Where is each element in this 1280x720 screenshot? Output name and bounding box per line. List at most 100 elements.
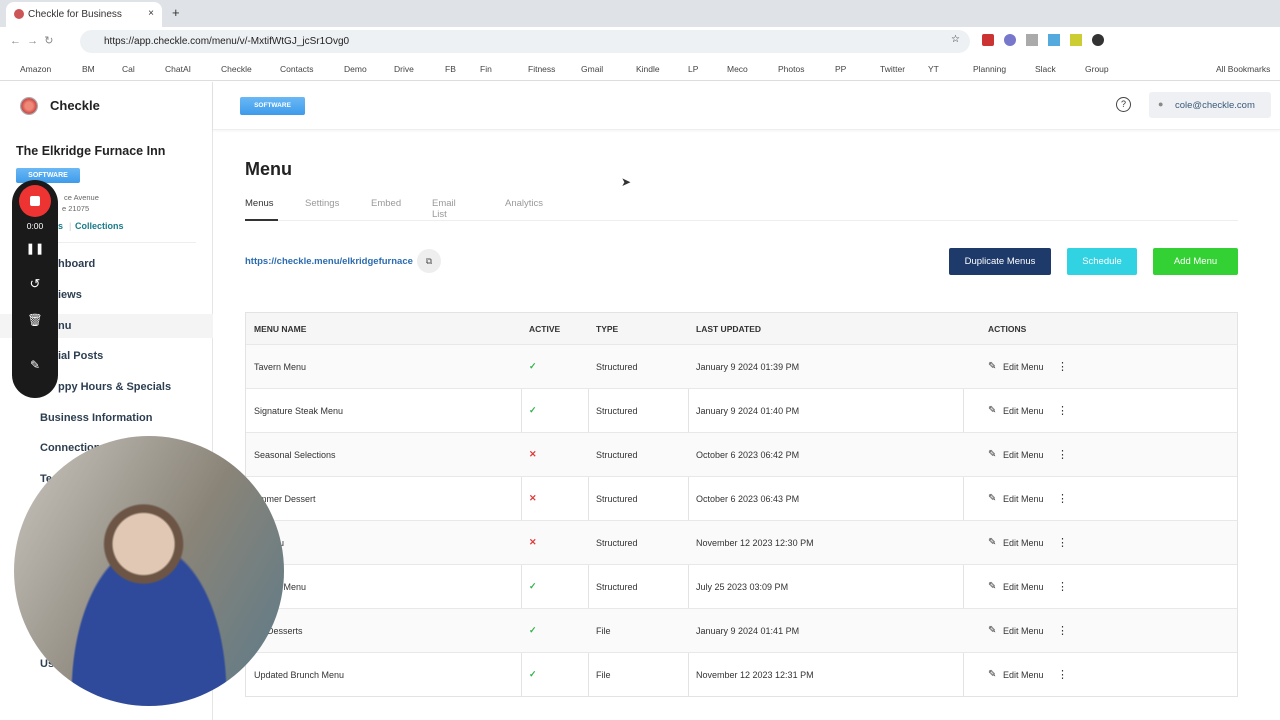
url-bar[interactable]: https://app.checkle.com/menu/v/-MxtifWtG… xyxy=(80,30,970,53)
stop-button[interactable] xyxy=(19,185,51,217)
address: ce Avenue xyxy=(64,193,99,202)
tab-bar: Checkle for Business × + xyxy=(0,0,1280,27)
edit-menu[interactable]: Edit Menu ✎ xyxy=(988,669,1044,680)
bookmark[interactable]: ChatAI xyxy=(165,64,191,74)
nav-buttons[interactable]: ← → ↻ xyxy=(10,35,54,47)
column-header: MENU NAME xyxy=(254,323,307,334)
active-status: ✓ xyxy=(529,405,537,415)
nav-item[interactable]: ppy Hours & Specials xyxy=(58,381,172,393)
bookmarks-bar: Amazon BM Cal ChatAI Checkle Contacts Demo Driv… xyxy=(0,56,1280,81)
row-options[interactable]: ⋮ xyxy=(1057,537,1068,549)
table-row: ter Desserts ✓ File January 9 2024 01:41 PM… xyxy=(246,608,1237,652)
menu-type: Structured xyxy=(596,449,638,460)
nav-item[interactable]: nu xyxy=(58,320,72,332)
draw[interactable]: ✎ xyxy=(29,358,41,372)
bookmark[interactable]: Slack xyxy=(1035,64,1056,74)
star[interactable]: ☆ xyxy=(951,34,960,45)
edit-menu[interactable]: Edit Menu ✎ xyxy=(988,581,1044,592)
bookmark[interactable]: Amazon xyxy=(20,64,52,74)
bookmark[interactable]: Checkle xyxy=(221,64,252,74)
add-menu-button[interactable]: Add Menu xyxy=(1153,248,1238,275)
new-tab[interactable]: + xyxy=(172,5,180,20)
bookmark[interactable]: Cal xyxy=(122,64,135,74)
nav-item[interactable]: iews xyxy=(58,289,82,301)
column-header: LAST UPDATED xyxy=(696,323,762,334)
row-options[interactable]: ⋮ xyxy=(1057,581,1068,593)
row-options[interactable]: ⋮ xyxy=(1057,449,1068,461)
active-status: ✓ xyxy=(529,669,537,679)
bookmark[interactable]: Fitness xyxy=(528,64,556,74)
row-options[interactable]: ⋮ xyxy=(1057,669,1068,681)
bookmark[interactable]: Kindle xyxy=(636,64,660,74)
column-header: ACTIVE xyxy=(529,323,561,334)
bookmark[interactable]: Gmail xyxy=(581,64,604,74)
row-options[interactable]: ⋮ xyxy=(1057,625,1068,637)
business-name: The Elkridge Furnace Inn xyxy=(16,144,166,158)
nav-item[interactable]: hboard xyxy=(58,258,96,270)
page-title: Menu xyxy=(245,159,292,179)
bookmark[interactable]: All Bookmarks xyxy=(1216,64,1271,74)
delete[interactable]: 🗑 xyxy=(27,313,43,327)
link[interactable]: Collections xyxy=(75,221,124,231)
duplicate-button[interactable]: Duplicate Menus xyxy=(949,248,1051,275)
edit-menu[interactable]: Edit Menu ✎ xyxy=(988,625,1044,636)
tab[interactable]: Settings xyxy=(305,198,340,209)
table-row: ummer Dessert ✕ Structured October 6 2023 0… xyxy=(246,476,1237,520)
brand: Checkle xyxy=(50,98,100,113)
bookmark[interactable]: LP xyxy=(688,64,699,74)
nav-item[interactable]: ial Posts xyxy=(58,350,104,362)
column-header: TYPE xyxy=(596,323,619,334)
table-row: Seasonal Selections ✕ Structured October 6 … xyxy=(246,432,1237,476)
bookmark[interactable]: YT xyxy=(928,64,939,74)
row-options[interactable]: ⋮ xyxy=(1057,405,1068,417)
menu-type: Structured xyxy=(596,493,638,504)
active-status: ✕ xyxy=(529,493,537,503)
address: e 21075 xyxy=(62,204,90,213)
edit-menu[interactable]: Edit Menu ✎ xyxy=(988,537,1044,548)
tab[interactable]: Embed xyxy=(371,198,402,209)
browser-tab[interactable]: Checkle for Business × xyxy=(6,2,162,27)
copy-button[interactable]: ⧉ xyxy=(417,249,441,273)
column-header: ACTIONS xyxy=(988,323,1027,334)
help-icon[interactable]: ? xyxy=(1116,97,1131,112)
bookmark[interactable]: Group xyxy=(1085,64,1109,74)
bookmark[interactable]: Planning xyxy=(973,64,1007,74)
edit-menu[interactable]: Edit Menu ✎ xyxy=(988,361,1044,372)
bookmark[interactable]: Twitter xyxy=(880,64,906,74)
bookmark[interactable]: FB xyxy=(445,64,456,74)
bookmark[interactable]: Drive xyxy=(394,64,414,74)
tab[interactable]: Email List xyxy=(432,198,456,220)
bookmark[interactable]: Contacts xyxy=(280,64,314,74)
extensions xyxy=(982,34,1252,48)
bookmark[interactable]: Photos xyxy=(778,64,805,74)
pause[interactable]: ❚❚ xyxy=(25,243,45,255)
close-tab[interactable]: × xyxy=(148,8,154,19)
restart[interactable]: ↺ xyxy=(29,276,41,291)
bookmark[interactable]: BM xyxy=(82,64,95,74)
cursor: ➤ xyxy=(621,175,632,189)
bookmark[interactable]: Fin xyxy=(480,64,492,74)
user-email: cole@checkle.com xyxy=(1175,100,1255,111)
favicon xyxy=(14,9,24,19)
bookmark[interactable]: Demo xyxy=(344,64,367,74)
bookmark[interactable]: PP xyxy=(835,64,847,74)
nav-item[interactable]: Business Information xyxy=(40,412,153,424)
user-menu[interactable]: cole@checkle.com ● xyxy=(1149,92,1271,118)
link[interactable]: s xyxy=(58,221,64,231)
public-link[interactable]: https://checkle.menu/elkridgefurnace xyxy=(245,256,413,267)
schedule-button[interactable]: Schedule xyxy=(1067,248,1137,275)
edit-menu[interactable]: Edit Menu ✎ xyxy=(988,493,1044,504)
bookmark[interactable]: Meco xyxy=(727,64,748,74)
menu-type: Structured xyxy=(596,581,638,592)
tab[interactable]: Menus xyxy=(245,198,274,209)
last-updated: October 6 2023 06:42 PM xyxy=(696,449,800,460)
header-badge[interactable]: SOFTWARE xyxy=(240,97,305,115)
edit-menu[interactable]: Edit Menu ✎ xyxy=(988,449,1044,460)
edit-menu[interactable]: Edit Menu ✎ xyxy=(988,405,1044,416)
row-options[interactable]: ⋮ xyxy=(1057,361,1068,373)
row-options[interactable]: ⋮ xyxy=(1057,493,1068,505)
tab[interactable]: Analytics xyxy=(505,198,544,209)
